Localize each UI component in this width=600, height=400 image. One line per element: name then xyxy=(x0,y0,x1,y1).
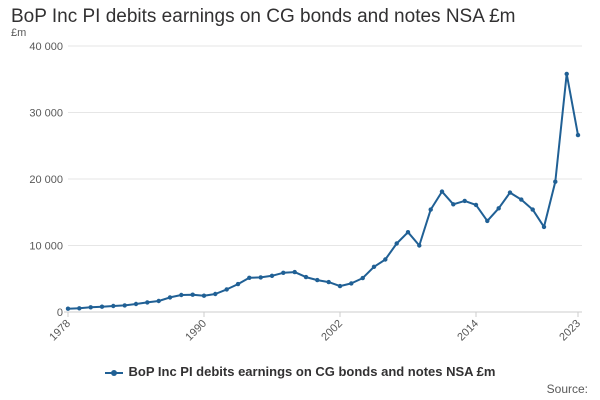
data-point xyxy=(371,264,377,269)
data-point xyxy=(462,198,467,204)
y-tick-label: 40 000 xyxy=(29,41,63,53)
x-tick-label: 2002 xyxy=(319,318,345,344)
data-point xyxy=(122,303,127,308)
data-point xyxy=(235,281,241,287)
data-point xyxy=(179,292,184,298)
data-point xyxy=(564,71,569,77)
data-point xyxy=(417,243,422,248)
data-point xyxy=(553,179,558,184)
data-point xyxy=(428,207,433,212)
y-axis-ticks: 0 10 000 20 000 30 000 40 000 xyxy=(29,41,63,319)
data-point xyxy=(326,279,331,285)
legend-swatch-icon xyxy=(104,367,123,379)
data-point xyxy=(258,275,263,280)
data-point xyxy=(394,241,399,246)
data-point xyxy=(383,257,388,262)
data-point xyxy=(303,274,309,280)
data-point xyxy=(190,292,195,297)
x-tick-label: 2023 xyxy=(557,318,583,344)
data-point xyxy=(530,207,535,212)
x-axis-ticks: 1978 1990 2002 2014 2023 xyxy=(47,312,583,343)
data-point xyxy=(77,306,82,311)
chart-title: BoP Inc PI debits earnings on CG bonds a… xyxy=(11,6,516,27)
data-point xyxy=(88,305,93,310)
data-point xyxy=(485,218,490,224)
series-line xyxy=(67,72,579,310)
data-point xyxy=(99,304,105,309)
data-point xyxy=(145,300,150,305)
data-point xyxy=(360,275,365,281)
data-point xyxy=(213,291,218,297)
data-point xyxy=(496,206,501,211)
data-point xyxy=(201,293,207,298)
y-axis-unit-label: £m xyxy=(11,27,26,39)
x-tick-label: 1978 xyxy=(47,318,73,344)
y-tick-label: 30 000 xyxy=(29,108,63,120)
legend-label: BoP Inc PI debits earnings on CG bonds a… xyxy=(128,364,496,379)
data-point xyxy=(315,277,320,283)
data-point xyxy=(405,230,411,235)
y-tick-label: 0 xyxy=(57,307,63,319)
data-point xyxy=(224,287,229,292)
y-tick-label: 20 000 xyxy=(29,174,63,186)
data-point xyxy=(451,202,456,207)
x-tick-label: 2014 xyxy=(455,318,481,344)
data-point xyxy=(269,273,275,278)
data-point xyxy=(439,189,445,194)
data-point xyxy=(247,275,252,280)
source-label: Source: xyxy=(546,382,588,396)
legend: BoP Inc PI debits earnings on CG bonds a… xyxy=(0,364,600,379)
data-point xyxy=(292,269,297,275)
data-point xyxy=(473,202,479,208)
data-point xyxy=(519,197,524,202)
data-point xyxy=(156,298,161,304)
x-tick-label: 1990 xyxy=(183,318,209,344)
data-point xyxy=(65,306,71,311)
data-point xyxy=(111,303,116,309)
data-point xyxy=(167,295,173,300)
gridlines xyxy=(68,45,582,246)
data-point xyxy=(575,132,581,138)
data-point xyxy=(337,283,343,289)
y-tick-label: 10 000 xyxy=(29,241,63,253)
series-layer xyxy=(65,71,581,311)
data-point xyxy=(349,281,354,286)
data-point xyxy=(133,301,139,307)
data-point xyxy=(541,224,547,230)
data-point xyxy=(281,270,286,275)
data-point xyxy=(507,190,513,195)
